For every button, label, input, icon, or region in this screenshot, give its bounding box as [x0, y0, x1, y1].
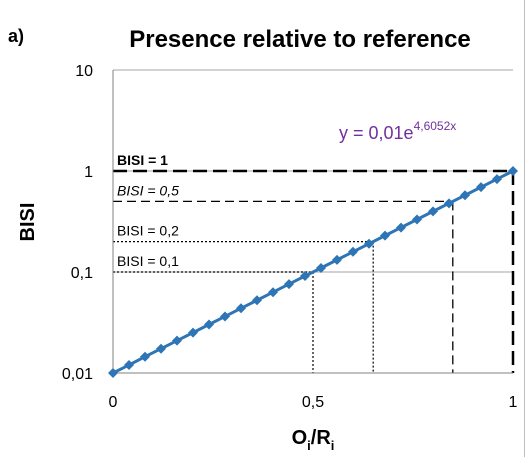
tick-layer: 0,01 0,1 1 10 0 0,5 1 [62, 63, 518, 411]
x-tick-label-1: 0,5 [302, 394, 324, 411]
equation-exponent: 4,6052x [414, 119, 457, 133]
y-tick-label-0: 0,01 [62, 366, 93, 383]
x-axis-title-sub: i [307, 438, 311, 453]
panel-label: a) [8, 26, 24, 46]
data-point-20 [428, 206, 438, 217]
data-point-25 [508, 166, 518, 176]
data-point-18 [396, 222, 406, 233]
x-tick-label-2: 1 [509, 394, 518, 411]
series-layer [108, 166, 518, 378]
guide-label-3: BISI = 0,1 [117, 253, 179, 269]
x-axis-title-sub2: i [331, 438, 335, 453]
data-point-9 [252, 295, 262, 306]
annotation-layer: BISI = 1 BISI = 0,5 BISI = 0,2 BISI = 0,1 [117, 152, 179, 269]
x-tick-label-0: 0 [109, 394, 118, 411]
data-point-3 [156, 343, 166, 354]
data-point-22 [460, 190, 470, 201]
data-point-5 [188, 327, 198, 338]
guide-label-1: BISI = 0,5 [117, 182, 179, 198]
data-point-15 [348, 246, 358, 257]
data-point-8 [236, 303, 246, 314]
data-point-0 [108, 368, 118, 378]
data-point-23 [476, 182, 486, 193]
data-point-10 [268, 287, 278, 298]
guide-label-2: BISI = 0,2 [117, 223, 179, 239]
guide-label-0: BISI = 1 [117, 152, 168, 168]
data-point-14 [332, 254, 342, 265]
data-point-13 [316, 262, 326, 273]
data-point-11 [284, 279, 294, 290]
data-point-21 [444, 198, 454, 209]
x-axis-title: Oi/Ri [292, 427, 335, 453]
data-point-7 [220, 311, 230, 322]
y-axis-title: BISI [17, 203, 39, 242]
data-point-1 [124, 360, 134, 371]
data-point-12 [300, 271, 310, 282]
trendline-equation: y = 0,01e4,6052x [339, 119, 456, 143]
y-tick-label-3: 10 [75, 63, 93, 80]
chart-title: Presence relative to reference [129, 26, 471, 53]
x-axis-title-sep: /R [311, 427, 332, 449]
data-point-2 [140, 351, 150, 362]
data-point-24 [492, 174, 502, 185]
data-point-6 [204, 319, 214, 330]
data-point-17 [380, 230, 390, 241]
y-tick-label-2: 1 [84, 164, 93, 181]
y-tick-label-1: 0,1 [71, 265, 93, 282]
data-point-16 [364, 238, 374, 249]
guide-layer [113, 169, 515, 373]
x-axis-title-main: O [292, 427, 308, 449]
equation-text: y = 0,01e [339, 123, 414, 143]
data-point-4 [172, 335, 182, 346]
axis-layer [112, 70, 513, 374]
data-point-19 [412, 214, 422, 225]
